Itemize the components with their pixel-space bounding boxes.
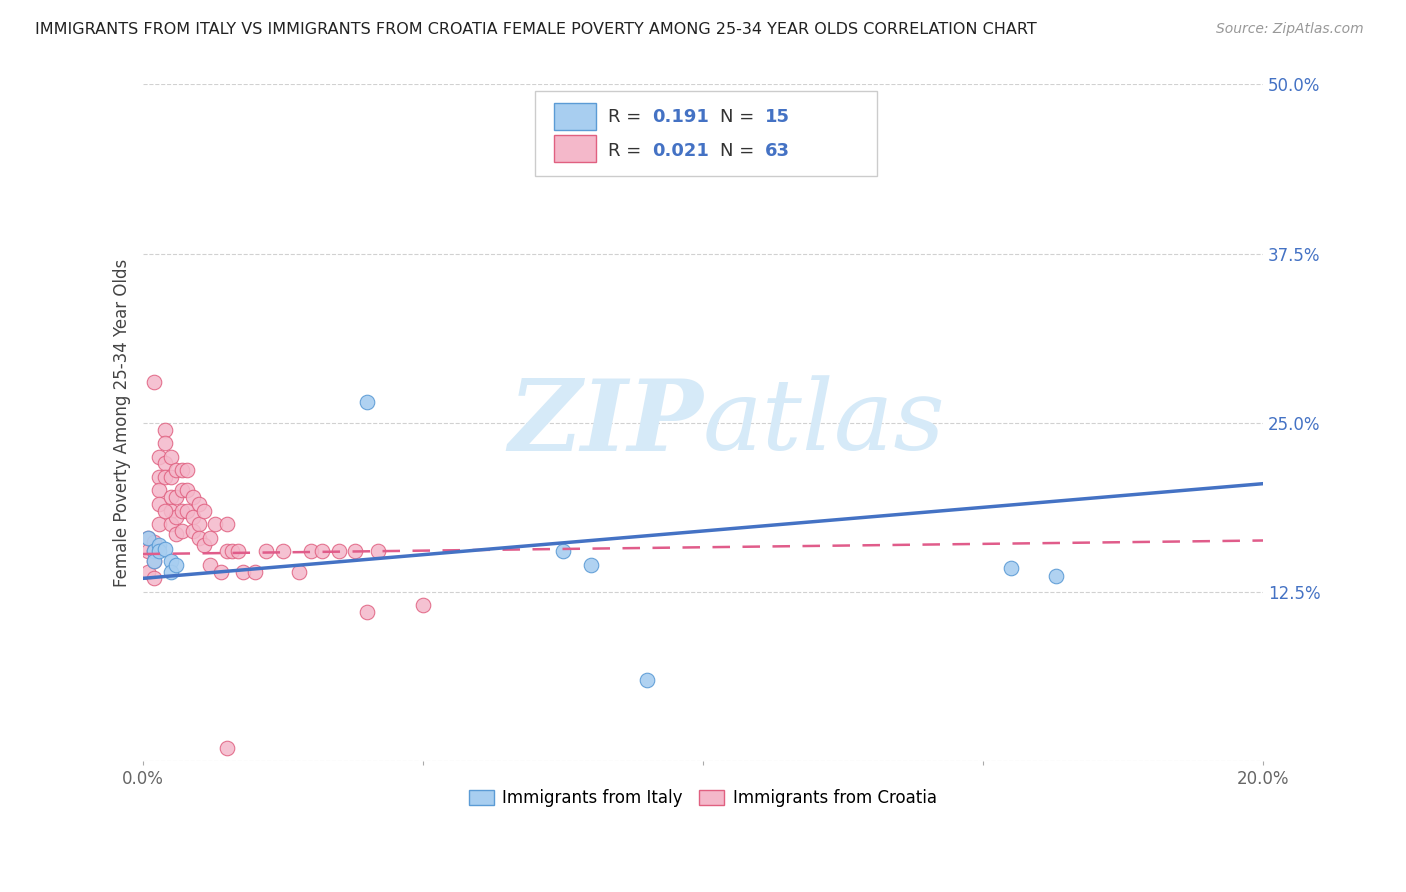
Point <box>226 544 249 558</box>
Point <box>170 463 193 477</box>
Point <box>142 534 165 549</box>
Point <box>243 565 266 579</box>
Point <box>344 544 367 558</box>
Point <box>187 531 209 545</box>
Point <box>142 375 165 389</box>
Text: IMMIGRANTS FROM ITALY VS IMMIGRANTS FROM CROATIA FEMALE POVERTY AMONG 25-34 YEAR: IMMIGRANTS FROM ITALY VS IMMIGRANTS FROM… <box>35 22 1036 37</box>
Point <box>170 524 193 538</box>
Point <box>254 544 277 558</box>
Point <box>187 517 209 532</box>
Point <box>148 517 170 532</box>
Point <box>153 541 176 556</box>
Point <box>198 558 221 572</box>
Point <box>579 558 602 572</box>
Point <box>159 470 181 484</box>
Point <box>165 510 187 524</box>
Text: N =: N = <box>720 142 759 160</box>
Y-axis label: Female Poverty Among 25-34 Year Olds: Female Poverty Among 25-34 Year Olds <box>114 259 131 587</box>
Point <box>148 537 170 551</box>
Point <box>142 544 165 558</box>
FancyBboxPatch shape <box>554 136 596 162</box>
Point <box>288 565 311 579</box>
Point <box>148 483 170 498</box>
Point <box>187 497 209 511</box>
Point <box>204 517 226 532</box>
Point <box>136 531 159 545</box>
Point <box>176 463 198 477</box>
Point <box>148 497 170 511</box>
Point <box>356 605 378 619</box>
Point <box>176 504 198 518</box>
Point <box>153 470 176 484</box>
Point <box>136 565 159 579</box>
Point <box>181 490 204 504</box>
Point <box>153 504 176 518</box>
Point <box>193 537 215 551</box>
Text: Source: ZipAtlas.com: Source: ZipAtlas.com <box>1216 22 1364 37</box>
Point <box>271 544 294 558</box>
FancyBboxPatch shape <box>534 91 876 176</box>
Point <box>412 599 434 613</box>
Text: 0.021: 0.021 <box>652 142 709 160</box>
Point <box>159 450 181 464</box>
Point <box>551 544 574 558</box>
Point <box>159 554 181 568</box>
Point <box>136 531 159 545</box>
Point <box>142 571 165 585</box>
Text: ZIP: ZIP <box>508 375 703 471</box>
Point <box>136 544 159 558</box>
Point <box>142 554 165 568</box>
Point <box>311 544 333 558</box>
Point <box>165 526 187 541</box>
Point <box>165 490 187 504</box>
Point <box>176 483 198 498</box>
Point <box>159 565 181 579</box>
Text: atlas: atlas <box>703 376 946 470</box>
Point <box>142 554 165 568</box>
Point <box>170 504 193 518</box>
Text: R =: R = <box>607 108 647 126</box>
Point <box>198 531 221 545</box>
Point <box>209 565 232 579</box>
Point <box>165 558 187 572</box>
Point <box>636 673 658 687</box>
Point <box>148 544 170 558</box>
Point <box>142 544 165 558</box>
FancyBboxPatch shape <box>554 103 596 130</box>
Point <box>215 517 238 532</box>
Point <box>148 470 170 484</box>
Text: N =: N = <box>720 108 759 126</box>
Text: R =: R = <box>607 142 647 160</box>
Point <box>165 463 187 477</box>
Point <box>153 456 176 470</box>
Point <box>1000 560 1022 574</box>
Point <box>328 544 350 558</box>
Point <box>153 423 176 437</box>
Point <box>153 436 176 450</box>
Text: 63: 63 <box>765 142 790 160</box>
Legend: Immigrants from Italy, Immigrants from Croatia: Immigrants from Italy, Immigrants from C… <box>463 782 943 814</box>
Text: 15: 15 <box>765 108 790 126</box>
Point <box>193 504 215 518</box>
Point <box>367 544 389 558</box>
Point <box>148 450 170 464</box>
Point <box>215 544 238 558</box>
Text: 0.191: 0.191 <box>652 108 709 126</box>
Point <box>159 517 181 532</box>
Point <box>232 565 254 579</box>
Point <box>221 544 243 558</box>
Point <box>1045 568 1067 582</box>
Point <box>181 510 204 524</box>
Point <box>170 483 193 498</box>
Point <box>299 544 322 558</box>
Point <box>159 490 181 504</box>
Point <box>181 524 204 538</box>
Point <box>356 395 378 409</box>
Point <box>215 740 238 755</box>
Point <box>159 504 181 518</box>
